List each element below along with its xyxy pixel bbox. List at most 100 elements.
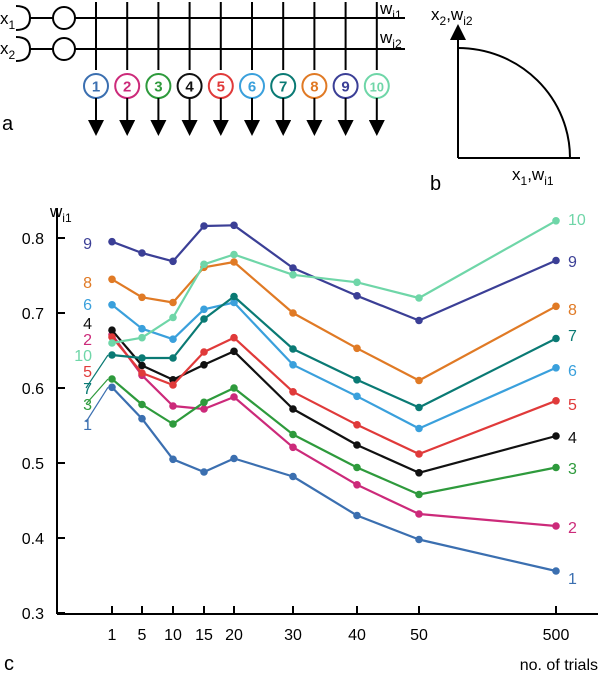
series-9-point-10 <box>169 257 177 266</box>
series-3-point-10 <box>169 420 177 428</box>
series-4-point-15 <box>200 361 208 369</box>
series-7-point-15 <box>200 315 208 323</box>
series-9 <box>108 221 560 325</box>
left-series-label-4: 4 <box>83 316 92 333</box>
series-4-point-500 <box>552 432 560 440</box>
input-2-node <box>52 37 76 61</box>
series-9-point-15 <box>200 222 208 230</box>
x-tick-label-5: 5 <box>138 627 147 644</box>
series-4-point-1 <box>108 326 116 335</box>
series-2-point-20 <box>230 393 238 401</box>
series-10-point-10 <box>169 313 177 322</box>
series-9-point-20 <box>230 221 238 230</box>
left-series-label-7: 7 <box>83 381 92 398</box>
series-5-point-20 <box>230 333 238 342</box>
x-tick-label-1: 1 <box>108 627 117 644</box>
series-3-point-500 <box>552 463 560 472</box>
weight-line-1-label: wi1 <box>379 0 402 22</box>
y-tick-label-0.5: 0.5 <box>22 456 44 473</box>
leader-line-1 <box>85 386 109 423</box>
series-6-point-30 <box>289 361 297 369</box>
series-3-point-40 <box>353 463 361 472</box>
series-4-point-20 <box>230 347 238 356</box>
series-8-point-50 <box>415 376 423 385</box>
series-3 <box>108 375 560 499</box>
series-6-point-1 <box>108 301 116 309</box>
x-tick-label-15: 15 <box>195 627 213 644</box>
series-5-point-15 <box>200 348 208 356</box>
series-1-point-20 <box>230 454 238 463</box>
x-tick-label-30: 30 <box>284 627 302 644</box>
series-7 <box>108 292 560 412</box>
y-tick-label-0.3: 0.3 <box>22 606 44 623</box>
leader-line-3 <box>85 378 109 405</box>
series-9-point-50 <box>415 316 423 325</box>
series-2-point-15 <box>200 405 208 413</box>
series-10-point-500 <box>552 217 560 225</box>
series-7-point-20 <box>230 292 238 301</box>
unit-6-label: 6 <box>248 79 256 96</box>
series-8-point-1 <box>108 275 116 284</box>
right-series-label-10: 10 <box>568 212 586 229</box>
y-tick-label-0.7: 0.7 <box>22 306 44 323</box>
input-2-bracket <box>15 36 32 62</box>
right-series-label-5: 5 <box>568 397 577 414</box>
series-1-point-1 <box>108 383 116 392</box>
series-10-point-30 <box>289 271 297 279</box>
right-series-label-7: 7 <box>568 328 577 345</box>
panel-a-network-diagram: x1 wi1 x2 wi2 1 2 3 4 5 6 7 8 9 10 a <box>0 0 405 136</box>
right-series-label-8: 8 <box>568 302 577 319</box>
series-2-point-500 <box>552 522 560 530</box>
series-1 <box>108 383 560 575</box>
series-3-point-15 <box>200 398 208 407</box>
series-5-point-10 <box>169 381 177 389</box>
series-3-point-30 <box>289 430 297 439</box>
unit-10-label: 10 <box>370 80 384 95</box>
series-5-point-40 <box>353 421 361 429</box>
series-1-point-500 <box>552 567 560 575</box>
series-2-line <box>111 334 557 528</box>
series-7-point-500 <box>552 334 560 343</box>
series-8-point-10 <box>169 298 177 307</box>
series-8-point-20 <box>230 258 238 266</box>
series-10-point-5 <box>138 333 146 342</box>
series-6-point-20 <box>230 298 238 307</box>
panel-a-label: a <box>2 113 14 135</box>
y-axis-title: wi1 <box>49 202 72 225</box>
series-6-point-15 <box>200 305 208 314</box>
series-10-point-50 <box>415 294 423 302</box>
left-series-label-8: 8 <box>83 275 92 292</box>
unit-1-label: 1 <box>92 79 100 96</box>
series-2-point-30 <box>289 443 297 452</box>
series-3-point-50 <box>415 490 423 499</box>
series-4-point-40 <box>353 441 361 449</box>
input-1-node <box>52 6 76 30</box>
panel-b-diagram: x2,wi2 x1,wi1 b <box>430 5 580 195</box>
right-series-label-3: 3 <box>568 461 577 478</box>
series-6-line <box>111 301 557 430</box>
input-1-bracket <box>15 5 32 31</box>
left-series-label-10: 10 <box>74 348 92 365</box>
series-10-point-40 <box>353 278 361 287</box>
series-1-line <box>111 386 557 573</box>
unit-9-label: 9 <box>341 79 349 96</box>
series-7-line <box>111 295 557 409</box>
series <box>108 217 560 575</box>
y-tick-label-0.4: 0.4 <box>22 531 44 548</box>
unit-3-label: 3 <box>154 79 162 96</box>
right-series-label-9: 9 <box>568 254 577 271</box>
panel-c-line-chart: wi1 0.30.40.50.60.70.815101520304050500 … <box>4 202 598 675</box>
left-series-label-1: 1 <box>83 417 92 434</box>
panel-b-y-label: x2,wi2 <box>431 5 473 28</box>
series-1-point-50 <box>415 535 423 544</box>
series-3-point-20 <box>230 384 238 392</box>
series-6-point-10 <box>169 335 177 344</box>
unit-7-label: 7 <box>279 79 287 96</box>
unit-2-label: 2 <box>123 79 131 96</box>
series-6-point-500 <box>552 364 560 372</box>
right-series-label-4: 4 <box>568 430 577 447</box>
series-5-point-30 <box>289 388 297 396</box>
series-5-point-1 <box>108 333 116 341</box>
